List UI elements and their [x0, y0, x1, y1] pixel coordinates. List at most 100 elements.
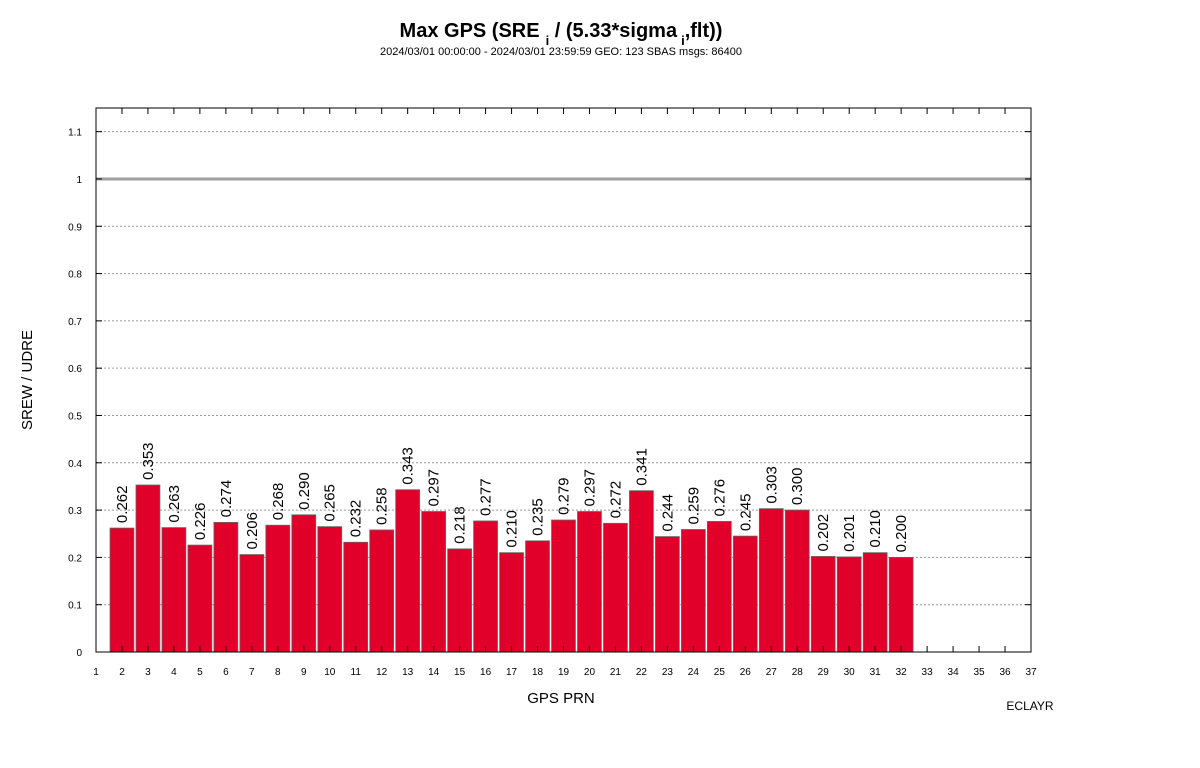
x-tick-label: 29 [818, 667, 830, 678]
x-tick-label: 37 [1025, 667, 1037, 678]
x-tick-label: 25 [714, 667, 726, 678]
x-tick-label: 12 [376, 667, 388, 678]
bar [732, 535, 758, 653]
bar [447, 548, 472, 653]
bars [109, 484, 914, 653]
bar-value-label: 0.279 [556, 477, 573, 515]
bar-value-label: 0.202 [815, 514, 832, 552]
x-tick-label: 6 [223, 667, 229, 678]
bar-value-label: 0.274 [218, 480, 235, 518]
bar [681, 529, 706, 653]
bar-value-label: 0.303 [763, 466, 780, 504]
x-tick-label: 11 [351, 667, 362, 678]
x-tick-label: 31 [870, 667, 882, 678]
x-tick-label: 5 [197, 667, 203, 678]
x-tick-label: 32 [896, 667, 908, 678]
x-tick-label: 26 [740, 667, 752, 678]
data-labels: 0.262 0.353 0.263 0.226 0.274 0.206 0.268 0.290… [114, 442, 910, 552]
bar-value-label: 0.276 [711, 479, 728, 517]
x-tick-label: 30 [844, 667, 856, 678]
bar [784, 509, 810, 653]
bar [395, 489, 421, 653]
y-tick-label: 0.2 [68, 553, 82, 564]
bar-value-label: 0.258 [374, 487, 391, 525]
bar [862, 552, 888, 653]
bar-value-label: 0.290 [296, 472, 313, 510]
bar-value-label: 0.300 [789, 468, 806, 506]
x-tick-label: 36 [999, 667, 1011, 678]
x-tick-label: 34 [948, 667, 960, 678]
x-tick-label: 19 [558, 667, 570, 678]
bar-value-label: 0.277 [478, 478, 495, 516]
bar [109, 527, 135, 653]
x-tick-label: 14 [428, 667, 440, 678]
x-tick-label: 23 [662, 667, 674, 678]
bar-value-label: 0.341 [633, 448, 650, 486]
x-tick-label: 4 [171, 667, 177, 678]
x-tick-label: 24 [688, 667, 700, 678]
bar [499, 552, 524, 653]
x-tick-label: 8 [275, 667, 281, 678]
y-tick-label: 0.6 [68, 364, 82, 375]
bar [810, 556, 836, 653]
bar-value-label: 0.244 [659, 494, 676, 532]
bar [187, 544, 213, 653]
bar [369, 529, 395, 653]
y-tick-label: 0.1 [68, 601, 82, 612]
bar [706, 521, 732, 653]
x-tick-label: 9 [301, 667, 307, 678]
bar [836, 556, 862, 653]
y-tick-label: 0.8 [68, 270, 82, 281]
bar-value-label: 0.226 [192, 503, 209, 541]
bar-value-label: 0.245 [737, 494, 754, 532]
bar [473, 520, 498, 653]
x-tick-label: 15 [454, 667, 466, 678]
bar [577, 511, 602, 653]
x-tick-label: 10 [324, 667, 336, 678]
chart-subtitle: 2024/03/01 00:00:00 - 2024/03/01 23:59:5… [380, 46, 742, 58]
gridlines [96, 131, 1031, 606]
x-tick-label: 3 [145, 667, 151, 678]
bar-value-label: 0.218 [452, 506, 469, 544]
x-tick-label: 17 [506, 667, 518, 678]
bar [239, 554, 265, 653]
x-tick-label: 18 [532, 667, 544, 678]
bar [603, 522, 628, 653]
x-tick-label: 28 [792, 667, 804, 678]
x-tick-label: 22 [636, 667, 648, 678]
bar-value-label: 0.201 [841, 514, 858, 552]
bar-value-label: 0.210 [504, 510, 521, 548]
y-tick-label: 0.3 [68, 506, 82, 517]
x-tick-label: 16 [480, 667, 492, 678]
bar-value-label: 0.262 [114, 486, 131, 524]
y-tick-label: 1 [76, 175, 82, 186]
bar-value-label: 0.232 [348, 500, 365, 538]
y-axis-label: SREW / UDRE [19, 330, 36, 430]
x-tick-label: 2 [119, 667, 125, 678]
bar [135, 484, 161, 653]
plot-frame [95, 107, 1032, 653]
y-axis-ticks: 0 0.1 0.2 0.3 0.4 0.5 0.6 0.7 0.8 0.9 1 1.1 [68, 128, 1031, 659]
y-tick-label: 0.4 [68, 459, 82, 470]
bar-value-label: 0.343 [400, 447, 417, 485]
x-axis-ticks: 1 2 3 4 5 6 7 8 9 10 11 12 13 14 15 16 17 18 19 20 21 22 23 24 2… [93, 108, 1037, 678]
footer-tag: ECLAYR [1006, 699, 1053, 713]
bar-value-label: 0.268 [270, 483, 287, 521]
x-tick-label: 1 [93, 667, 99, 678]
bar-value-label: 0.206 [244, 512, 261, 550]
bar [758, 508, 784, 653]
x-tick-label: 20 [584, 667, 596, 678]
bar [213, 521, 239, 653]
y-tick-label: 0 [76, 648, 82, 659]
x-axis-label: GPS PRN [527, 690, 595, 707]
x-tick-label: 7 [249, 667, 255, 678]
bar-value-label: 0.297 [426, 469, 443, 507]
y-tick-label: 0.5 [68, 411, 82, 422]
chart-title: Max GPS (SRE i / (5.33*sigma i,flt)) [400, 20, 723, 48]
bar-value-label: 0.263 [166, 485, 183, 523]
bar-value-label: 0.297 [581, 469, 598, 507]
bar [888, 556, 914, 653]
x-tick-label: 21 [610, 667, 622, 678]
bar-value-label: 0.210 [867, 510, 884, 548]
